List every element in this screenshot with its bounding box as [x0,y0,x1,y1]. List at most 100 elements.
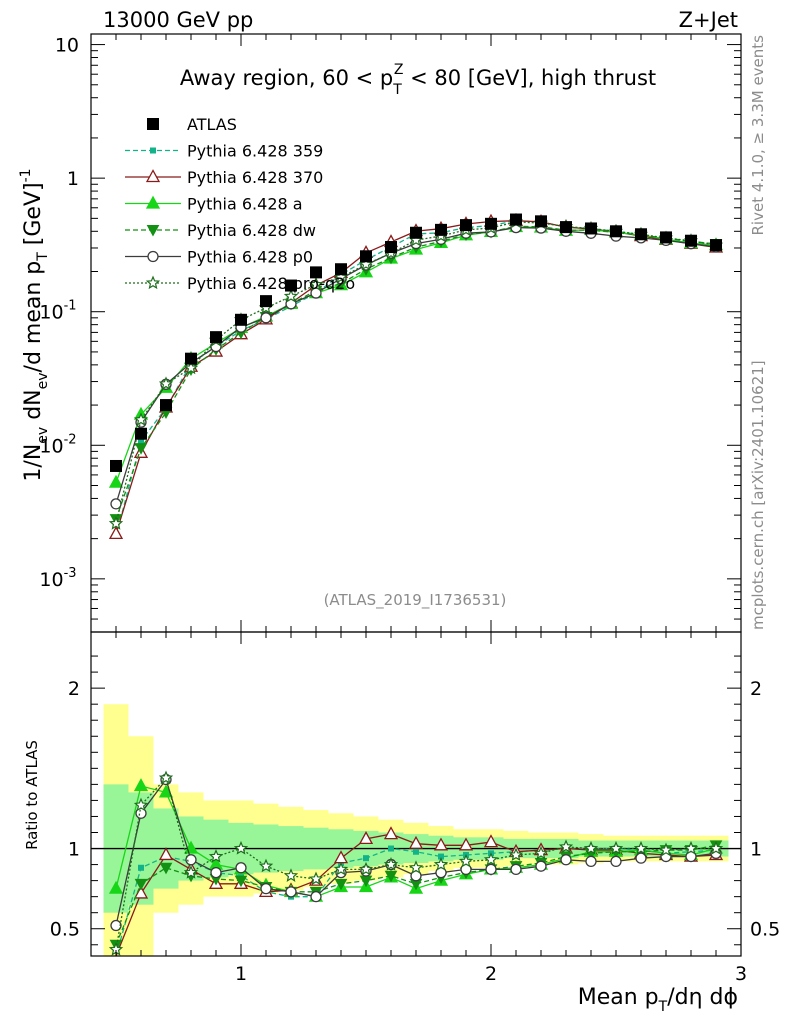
analysis-watermark: (ATLAS_2019_I1736531) [324,591,507,610]
series-ratio-point [438,853,444,860]
series-ratio-point [635,852,647,864]
series-ratio-point [158,770,174,785]
series-ratio-point [383,826,399,840]
atlas-data-point [535,215,547,228]
series-ratio-point [558,839,574,854]
series-ratio-point [234,875,248,888]
atlas-data-point [660,231,672,244]
atlas-data-point [460,219,472,232]
legend-label: Pythia 6.428 dw [187,221,316,240]
series-ratio-point [260,882,272,895]
atlas-data-point [260,295,272,308]
ratio-tick-label-right: 1 [750,839,762,861]
series-main-point [308,277,324,291]
legend-label: Pythia 6.428 a [187,195,303,214]
series-ratio-point [485,863,497,876]
series-ratio-point [708,840,724,855]
series-ratio-point [159,862,173,875]
legend-marker [146,225,160,237]
x-axis-label: Mean pT/dη dϕ [578,985,738,1015]
series-ratio-point [408,835,424,849]
chart-title: Away region, 60 < pTZ < 80 [GeV], high t… [180,62,656,98]
atlas-data-point [435,223,447,236]
series-ratio-point [285,886,297,898]
y-tick-label: 1 [67,168,79,190]
plot-layer [91,212,741,957]
legend-label: ATLAS [187,115,237,134]
series-main-pythia-6-428-dw [109,221,723,526]
header-right-label: Z+Jet [679,8,738,32]
series-ratio-point [408,860,424,874]
atlas-data-point [560,221,572,234]
header-left-label: 13000 GeV pp [103,8,253,32]
atlas-data-point [210,331,222,344]
y-tick-label: 10-2 [39,432,76,457]
series-main-line [115,220,717,535]
series-ratio-point [133,778,149,792]
atlas-data-point [685,234,697,247]
legend-marker [145,169,161,183]
series-ratio-pythia-6-428-p0 [110,773,722,932]
mcplots-source-label: mcplots.cern.ch [arXiv:2401.10621] [749,360,767,630]
ratio-tick-label-left: 0.5 [50,919,80,941]
atlas-data-point [385,241,397,254]
series-main-point [333,269,349,284]
series-ratio-point [133,797,149,812]
series-main-point [138,438,144,445]
legend-marker [147,250,159,263]
series-main-point [158,376,174,391]
series-ratio-point [333,861,349,876]
atlas-data-point [335,263,347,276]
legend-marker [150,147,156,154]
series-main-point [310,287,322,299]
series-ratio-point [683,840,699,855]
atlas-data-point [410,226,422,239]
series-ratio-point [413,848,419,855]
series-main-point [108,474,124,488]
series-ratio-point [508,847,524,862]
series-ratio-point [308,871,324,886]
atlas-data-point [285,279,297,292]
series-ratio-point [458,837,474,851]
series-ratio-point [138,864,144,871]
legend-marker [147,118,159,130]
atlas-data-point [710,239,722,252]
atlas-data-point [485,217,497,230]
atlas-data-point [585,222,597,235]
series-ratio-point [458,853,474,868]
series-ratio-point [433,837,449,851]
atlas-data-point [610,225,622,238]
atlas-data-point [360,250,372,263]
atlas-data-point [160,399,172,412]
series-ratio-point [183,865,199,879]
series-ratio-point [158,847,174,861]
ratio-axis-label: Ratio to ATLAS [23,740,41,850]
series-ratio-point [533,845,549,860]
series-ratio-point [110,919,122,932]
series-ratio-point [208,849,224,863]
series-ratio-point [608,840,624,855]
series-main-line [115,220,717,536]
series-ratio-point [185,854,197,866]
series-ratio-point [384,870,398,883]
series-ratio-point [388,845,394,852]
series-ratio-point [658,842,674,857]
series-main-line [115,226,717,505]
series-ratio-point [210,866,222,879]
series-main-line [115,221,717,524]
atlas-data-point [310,266,322,279]
atlas-data-points [110,213,722,472]
legend: ATLAS Pythia 6.428 359 Pythia 6.428 370 Pyt… [125,115,355,293]
series-main-point [134,443,148,455]
y-tick-label: 10-3 [39,566,76,591]
series-ratio-point [560,854,572,866]
series-main-point [108,516,124,530]
series-ratio-point [510,863,522,876]
ratio-tick-label-left: 1 [68,839,80,861]
y-axis-label: 1/Nev dNev/d mean pT [GeV]-1 [18,168,51,481]
series-ratio-point [433,857,449,871]
series-ratio-pythia-6-428-pro-q2o [108,770,724,956]
series-main-point [283,288,299,303]
legend-label: Pythia 6.428 359 [187,142,323,161]
